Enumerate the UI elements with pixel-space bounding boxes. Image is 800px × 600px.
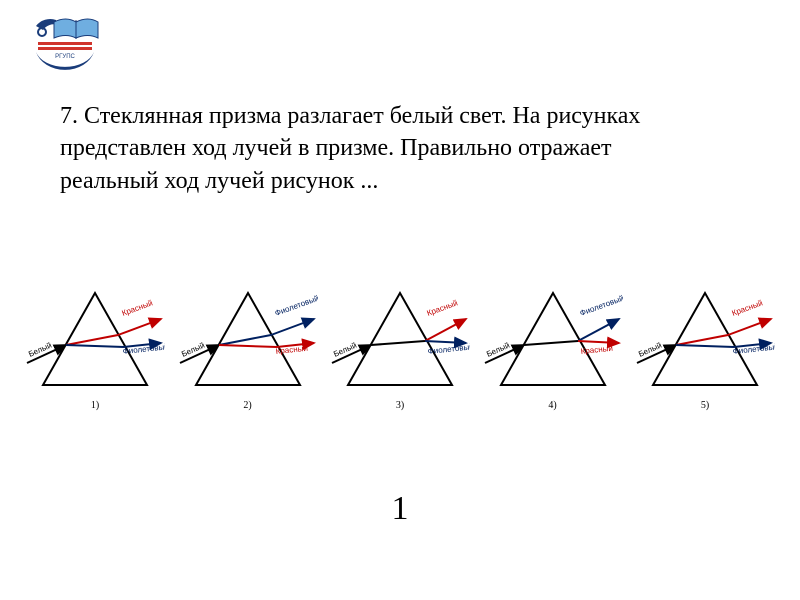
svg-text:Фиолетовый: Фиолетовый xyxy=(122,342,165,356)
option-number-4: 4) xyxy=(548,400,556,411)
options-row: БелыйКрасныйФиолетовый 1) БелыйФиолетовы… xyxy=(25,285,775,411)
svg-text:Красный: Красный xyxy=(426,298,459,317)
option-5: БелыйКрасныйФиолетовый 5) xyxy=(635,285,775,411)
prism-diagram-4: БелыйФиолетовыйКрасный xyxy=(483,285,623,390)
answer-text: 1 xyxy=(0,490,800,528)
prism-diagram-2: БелыйФиолетовыйКрасный xyxy=(178,285,318,390)
university-logo: РГУПС xyxy=(30,18,100,78)
option-number-1: 1) xyxy=(91,400,99,411)
svg-text:Фиолетовый: Фиолетовый xyxy=(578,294,622,318)
svg-text:Фиолетовый: Фиолетовый xyxy=(732,342,775,356)
option-2: БелыйФиолетовыйКрасный 2) xyxy=(178,285,318,411)
option-4: БелыйФиолетовыйКрасный 4) xyxy=(483,285,623,411)
option-3: БелыйКрасныйФиолетовый 3) xyxy=(330,285,470,411)
option-number-5: 5) xyxy=(701,400,709,411)
option-1: БелыйКрасныйФиолетовый 1) xyxy=(25,285,165,411)
svg-text:Фиолетовый: Фиолетовый xyxy=(427,342,470,356)
svg-text:Красный: Красный xyxy=(580,344,613,356)
prism-diagram-3: БелыйКрасныйФиолетовый xyxy=(330,285,470,390)
question-text: 7. Стеклянная призма разлагает белый све… xyxy=(60,100,710,197)
logo-text: РГУПС xyxy=(55,54,75,60)
svg-text:Красный: Красный xyxy=(275,344,308,356)
svg-text:Фиолетовый: Фиолетовый xyxy=(273,294,317,318)
prism-diagram-1: БелыйКрасныйФиолетовый xyxy=(25,285,165,390)
svg-text:Красный: Красный xyxy=(121,298,154,317)
option-number-2: 2) xyxy=(243,400,251,411)
svg-text:Красный: Красный xyxy=(731,298,764,317)
option-number-3: 3) xyxy=(396,400,404,411)
prism-diagram-5: БелыйКрасныйФиолетовый xyxy=(635,285,775,390)
